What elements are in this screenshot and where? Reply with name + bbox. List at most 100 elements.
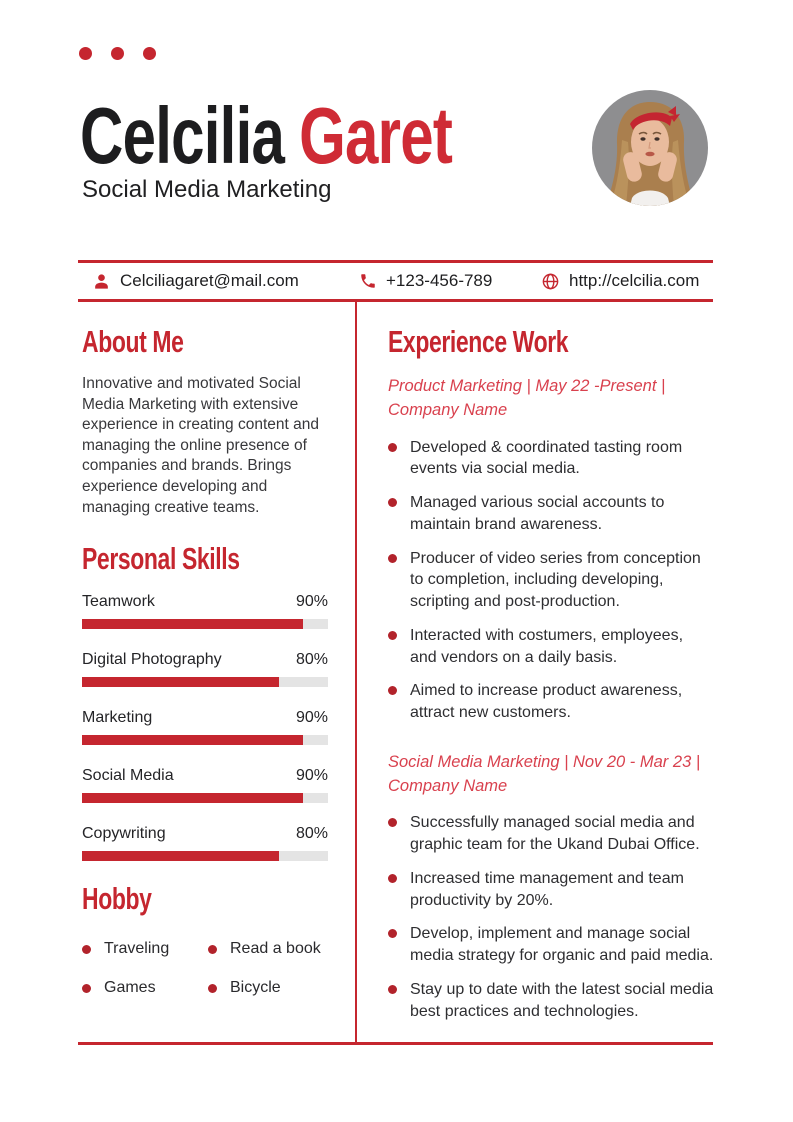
contact-email: Celciliagaret@mail.com bbox=[92, 263, 299, 299]
bullet-text: Develop, implement and manage social med… bbox=[410, 925, 714, 964]
left-column: About Me Innovative and motivated Social… bbox=[82, 326, 328, 997]
job-bullet-list: Successfully managed social media and gr… bbox=[388, 812, 714, 1022]
right-column: Experience Work Product Marketing | May … bbox=[388, 326, 714, 1034]
hobby-label: Traveling bbox=[104, 940, 170, 958]
job-bullet: Managed various social accounts to maint… bbox=[388, 492, 714, 536]
skill-label: Copywriting bbox=[82, 825, 166, 843]
skill-bar-track bbox=[82, 851, 328, 862]
job-bullet-list: Developed & coordinated tasting room eve… bbox=[388, 437, 714, 724]
skill-row: Copywriting 80% bbox=[82, 825, 328, 862]
last-name: Garet bbox=[299, 91, 453, 180]
skill-row: Teamwork 90% bbox=[82, 593, 328, 630]
skill-label: Digital Photography bbox=[82, 651, 222, 669]
about-heading: About Me bbox=[82, 324, 184, 359]
contact-email-text: Celciliagaret@mail.com bbox=[120, 271, 299, 290]
job-bullet: Aimed to increase product awareness, att… bbox=[388, 680, 714, 724]
skill-row: Digital Photography 80% bbox=[82, 651, 328, 688]
bullet-dot-icon bbox=[388, 818, 397, 828]
bullet-text: Interacted with costumers, employees, an… bbox=[410, 626, 684, 666]
job-bullet: Stay up to date with the latest social m… bbox=[388, 979, 714, 1023]
hobby-label: Bicycle bbox=[230, 979, 281, 997]
skill-label: Marketing bbox=[82, 709, 153, 727]
experience-job: Product Marketing | May 22 -Present | Co… bbox=[388, 374, 714, 724]
bullet-text: Stay up to date with the latest social m… bbox=[410, 980, 714, 1020]
job-bullet: Increased time management and team produ… bbox=[388, 868, 714, 912]
skill-bar-fill bbox=[82, 619, 304, 630]
bullet-text: Managed various social accounts to maint… bbox=[410, 494, 665, 533]
avatar-illustration bbox=[592, 90, 708, 206]
contact-phone-text: +123-456-789 bbox=[386, 271, 493, 290]
hobby-item: Games bbox=[82, 979, 208, 997]
name-heading: Celcilia Garet bbox=[80, 96, 453, 176]
skill-percent: 90% bbox=[295, 593, 328, 611]
skill-bar-fill bbox=[82, 793, 304, 804]
skill-bar-track bbox=[82, 619, 328, 630]
hobby-item: Read a book bbox=[208, 940, 328, 958]
hobby-label: Read a book bbox=[230, 940, 321, 958]
experience-heading: Experience Work bbox=[388, 324, 569, 359]
skill-bar-fill bbox=[82, 677, 279, 688]
hobby-heading: Hobby bbox=[82, 881, 152, 917]
decorative-dots bbox=[79, 47, 156, 60]
bullet-dot-icon bbox=[208, 983, 217, 993]
bullet-text: Developed & coordinated tasting room eve… bbox=[410, 438, 683, 478]
bullet-dot-icon bbox=[388, 873, 397, 883]
bullet-dot-icon bbox=[388, 686, 397, 696]
profile-photo bbox=[592, 90, 708, 206]
skills-heading: Personal Skills bbox=[82, 541, 240, 577]
job-bullet: Developed & coordinated tasting room eve… bbox=[388, 437, 714, 481]
bullet-dot-icon bbox=[388, 498, 397, 507]
skill-label: Teamwork bbox=[82, 593, 155, 611]
bullet-dot-icon bbox=[388, 929, 397, 939]
job-bullet: Producer of video series from conception… bbox=[388, 548, 714, 613]
contact-website: http://celcilia.com bbox=[541, 263, 699, 299]
person-icon bbox=[95, 273, 108, 289]
bullet-dot-icon bbox=[388, 442, 397, 452]
dot bbox=[111, 47, 124, 60]
skill-percent: 80% bbox=[295, 825, 328, 843]
skill-percent: 90% bbox=[295, 767, 328, 785]
contact-website-text: http://celcilia.com bbox=[569, 271, 700, 290]
dot bbox=[143, 47, 156, 60]
bullet-dot-icon bbox=[388, 630, 397, 640]
job-bullet: Interacted with costumers, employees, an… bbox=[388, 625, 714, 669]
skill-row: Social Media 90% bbox=[82, 767, 328, 804]
dot bbox=[79, 47, 92, 60]
hobby-list: Traveling Read a book Games Bicycle bbox=[82, 940, 328, 997]
skill-bar-track bbox=[82, 677, 328, 688]
experience-job: Social Media Marketing | Nov 20 - Mar 23… bbox=[388, 750, 714, 1023]
skill-row: Marketing 90% bbox=[82, 709, 328, 746]
skill-bar-fill bbox=[82, 735, 304, 746]
contact-phone: +123-456-789 bbox=[359, 263, 492, 299]
contact-bar: Celciliagaret@mail.com +123-456-789 http… bbox=[78, 260, 713, 302]
skill-percent: 90% bbox=[295, 709, 328, 727]
first-name: Celcilia bbox=[80, 91, 285, 180]
bullet-text: Increased time management and team produ… bbox=[410, 869, 684, 909]
job-subtitle: Social Media Marketing bbox=[82, 176, 332, 203]
job-title: Product Marketing | May 22 -Present | Co… bbox=[388, 377, 666, 420]
bullet-dot-icon bbox=[82, 983, 91, 993]
bullet-dot-icon bbox=[388, 984, 397, 994]
bullet-dot-icon bbox=[388, 553, 397, 563]
hobby-label: Games bbox=[104, 979, 156, 997]
hobby-item: Traveling bbox=[82, 940, 208, 958]
about-text: Innovative and motivated Social Media Ma… bbox=[82, 375, 319, 516]
skills-list: Teamwork 90% Digital Photography 80% Mar… bbox=[82, 593, 328, 862]
skill-bar-track bbox=[82, 735, 328, 746]
bottom-rule bbox=[78, 1042, 713, 1045]
skill-label: Social Media bbox=[82, 767, 174, 785]
skill-percent: 80% bbox=[295, 651, 328, 669]
job-bullet: Successfully managed social media and gr… bbox=[388, 812, 714, 856]
skill-bar-fill bbox=[82, 851, 279, 862]
skill-bar-track bbox=[82, 793, 328, 804]
bullet-dot-icon bbox=[208, 944, 217, 954]
job-title: Social Media Marketing | Nov 20 - Mar 23… bbox=[388, 752, 701, 795]
column-divider bbox=[355, 299, 357, 1043]
bullet-text: Producer of video series from conception… bbox=[410, 549, 701, 611]
hobby-item: Bicycle bbox=[208, 979, 328, 997]
bullet-dot-icon bbox=[82, 944, 91, 954]
globe-icon bbox=[542, 273, 559, 289]
bullet-text: Successfully managed social media and gr… bbox=[410, 814, 700, 853]
phone-icon bbox=[361, 274, 375, 288]
